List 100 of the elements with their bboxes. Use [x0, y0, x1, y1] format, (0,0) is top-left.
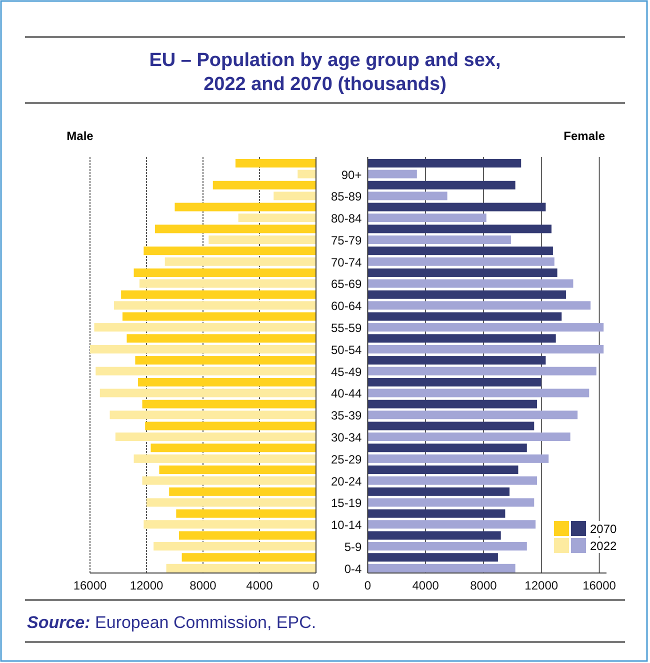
bar	[368, 192, 448, 200]
chart-subtitle: Female	[564, 129, 606, 143]
bar	[121, 290, 316, 299]
y-tick-label: 20-24	[330, 474, 362, 488]
bar	[134, 268, 316, 277]
bar	[368, 301, 591, 310]
y-tick-label: 90+	[341, 168, 362, 182]
bar	[368, 334, 556, 343]
y-tick-label: 80-84	[330, 212, 362, 226]
bar	[208, 235, 316, 244]
x-tick-label: 16000	[73, 578, 108, 593]
bar	[368, 290, 566, 299]
chart-subtitle: Male	[66, 129, 94, 143]
y-tick-label: 65-69	[330, 277, 362, 292]
bar	[174, 202, 316, 212]
bar	[298, 170, 316, 178]
bar	[368, 487, 510, 496]
bar	[368, 214, 486, 222]
bar	[145, 422, 316, 430]
x-tick-label: 4000	[412, 578, 440, 593]
bar	[368, 246, 553, 256]
y-tick-label: 25-29	[330, 452, 362, 466]
legend-label: 2022	[590, 539, 618, 553]
bar	[212, 180, 316, 190]
y-tick-label: 55-59	[330, 321, 362, 336]
bar	[368, 564, 516, 572]
bar	[368, 257, 554, 266]
bar	[176, 509, 316, 518]
bar	[368, 432, 570, 442]
bar	[114, 301, 316, 310]
bar	[142, 476, 316, 485]
source-note: Source: European Commission, EPC.	[27, 613, 316, 632]
bar	[138, 378, 316, 386]
bar	[146, 498, 316, 507]
x-tick-label: 8000	[470, 578, 498, 593]
bar	[368, 366, 596, 376]
bar	[178, 531, 316, 540]
bar	[166, 564, 316, 572]
bar	[368, 444, 527, 452]
bar	[368, 235, 511, 244]
bar	[154, 224, 316, 234]
bar	[142, 400, 316, 408]
bar	[126, 334, 316, 343]
bar	[115, 432, 316, 442]
bar	[164, 257, 316, 266]
bar	[368, 323, 604, 332]
bar	[135, 356, 316, 365]
y-tick-label: 70-74	[330, 255, 362, 270]
bar	[368, 553, 498, 562]
bar	[90, 344, 316, 354]
bar	[368, 344, 604, 354]
y-tick-label: 85-89	[330, 190, 362, 204]
y-tick-label: 10-14	[330, 518, 362, 532]
bar	[368, 388, 590, 398]
bar	[110, 410, 316, 420]
bar	[368, 224, 552, 234]
bar	[150, 444, 316, 452]
bar	[368, 454, 549, 463]
bar	[159, 466, 316, 474]
bar	[94, 323, 316, 332]
bar	[154, 542, 316, 551]
x-tick-label: 16000	[582, 578, 616, 593]
bar	[368, 410, 578, 420]
bar	[144, 520, 316, 529]
y-tick-label: 50-54	[330, 342, 362, 357]
bar	[368, 466, 518, 474]
bar	[368, 400, 538, 408]
bar	[100, 388, 316, 398]
bar	[368, 422, 534, 430]
bar	[368, 312, 562, 321]
bar	[182, 553, 316, 562]
bar	[274, 192, 316, 200]
bar	[368, 509, 506, 518]
bar	[134, 454, 316, 463]
bar	[368, 268, 558, 277]
bar	[368, 279, 574, 288]
bar	[368, 498, 534, 507]
bar	[235, 159, 316, 168]
y-tick-label: 35-39	[330, 408, 362, 423]
bar	[139, 279, 316, 288]
bar	[368, 378, 542, 386]
x-tick-label: 8000	[190, 578, 217, 593]
bar	[368, 202, 546, 212]
x-tick-label: 4000	[246, 578, 274, 593]
bar	[368, 170, 417, 178]
bar	[368, 180, 516, 190]
x-tick-label: 0	[312, 578, 320, 593]
y-tick-label: 0-4	[344, 562, 362, 576]
bar	[368, 520, 536, 529]
y-tick-label: 40-44	[330, 386, 362, 401]
chart-title: EU – Population by age group and sex, 2022 and 2070 (thousands)	[149, 50, 501, 95]
y-tick-label: 15-19	[330, 496, 362, 510]
bar	[144, 246, 316, 256]
x-tick-label: 12000	[524, 578, 558, 593]
bar	[368, 476, 538, 485]
bar	[238, 214, 316, 222]
bar	[169, 487, 316, 496]
bar	[122, 312, 316, 321]
x-tick-label: 12000	[130, 578, 164, 593]
bar	[368, 356, 546, 365]
